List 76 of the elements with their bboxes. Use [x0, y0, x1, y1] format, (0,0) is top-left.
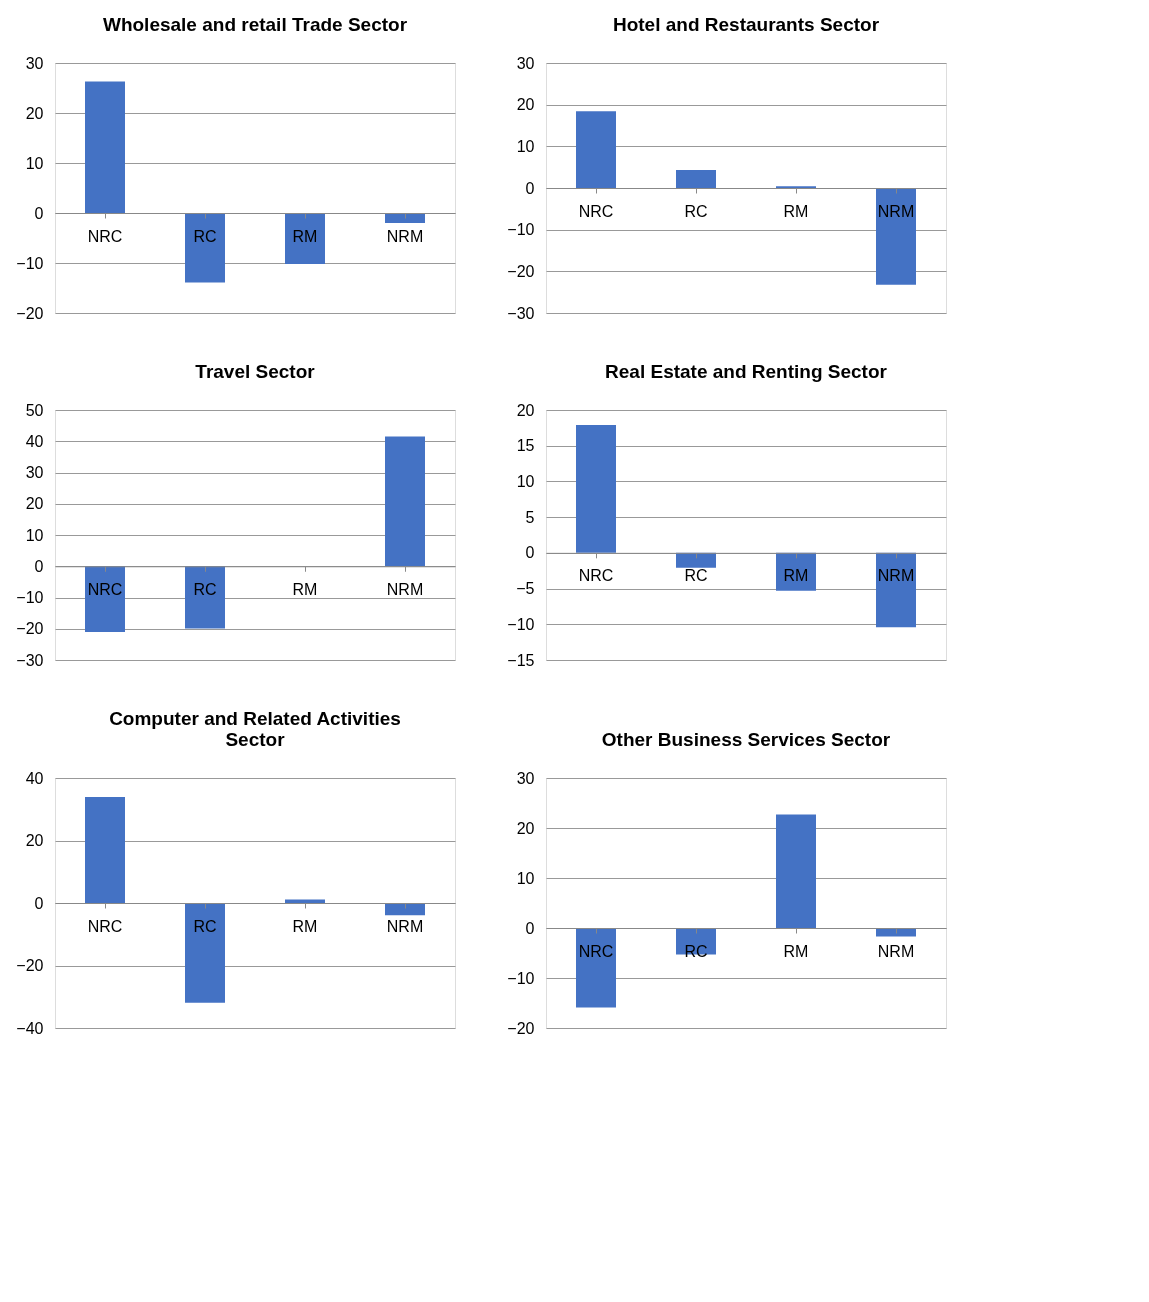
bar	[85, 797, 125, 903]
x-tick-label: NRM	[877, 202, 915, 220]
y-tick-label: 20	[25, 495, 44, 513]
x-tick-label: RC	[193, 227, 217, 245]
y-tick-label: 20	[516, 96, 535, 114]
y-tick-label: 30	[516, 769, 535, 787]
y-tick-label: 10	[516, 472, 535, 490]
chart-title: Other Business Services Sector	[601, 729, 891, 750]
bar	[676, 170, 716, 188]
x-tick-label: NRC	[87, 227, 123, 245]
x-tick-label: NRC	[87, 580, 123, 598]
x-tick-label: NRC	[578, 942, 614, 960]
x-tick-label: RC	[684, 202, 708, 220]
x-tick-label: NRC	[578, 567, 614, 585]
y-tick-label: 40	[25, 769, 44, 787]
y-tick-label: −10	[16, 589, 44, 606]
x-tick-label: RM	[292, 580, 318, 598]
y-tick-label: 15	[516, 437, 535, 455]
x-tick-label: RC	[684, 567, 708, 585]
y-tick-label: 0	[34, 204, 44, 222]
x-tick-label: NRM	[877, 942, 915, 960]
y-tick-label: 10	[516, 137, 535, 155]
x-tick-label: RC	[193, 580, 217, 598]
y-tick-label: −40	[16, 1019, 44, 1037]
y-tick-label: −20	[507, 1019, 535, 1037]
y-tick-label: 10	[516, 869, 535, 887]
y-tick-label: −15	[507, 651, 535, 669]
y-tick-label: −5	[516, 580, 535, 598]
y-tick-label: 20	[516, 401, 535, 419]
y-tick-label: 30	[25, 54, 44, 72]
y-tick-label: −20	[16, 304, 44, 322]
x-tick-label: RM	[783, 202, 809, 220]
y-tick-label: 20	[25, 104, 44, 122]
x-tick-label: NRC	[578, 202, 614, 220]
y-tick-label: −30	[16, 651, 44, 669]
bar	[185, 903, 225, 1003]
bar	[385, 903, 425, 916]
y-tick-label: 20	[516, 819, 535, 837]
chart-title: Hotel and Restaurants Sector	[612, 14, 880, 35]
y-tick-label: 40	[25, 432, 44, 450]
y-tick-label: −20	[507, 262, 535, 280]
bar	[576, 111, 616, 188]
y-tick-label: −30	[507, 304, 535, 322]
x-tick-label: RM	[292, 917, 318, 935]
chart-title: Computer and Related Activities Sector	[109, 708, 401, 750]
x-tick-label: RC	[193, 917, 217, 935]
y-tick-label: 0	[525, 179, 535, 197]
y-tick-label: 0	[525, 544, 535, 562]
y-tick-label: −20	[16, 957, 44, 974]
y-tick-label: 0	[34, 894, 44, 912]
x-tick-label: NRM	[386, 580, 424, 598]
x-tick-label: NRC	[87, 917, 123, 935]
bar	[876, 188, 916, 285]
y-tick-label: −10	[507, 615, 535, 633]
chart-title: Real Estate and Renting Sector	[605, 361, 888, 382]
y-tick-label: 5	[525, 508, 535, 526]
x-tick-label: RM	[292, 227, 318, 245]
y-tick-label: 30	[516, 54, 535, 72]
y-tick-label: −10	[16, 254, 44, 272]
y-tick-label: 10	[25, 526, 44, 544]
chart-title: Wholesale and retail Trade Sector	[102, 14, 408, 35]
y-tick-label: 10	[25, 154, 44, 172]
x-tick-label: NRM	[877, 567, 915, 585]
x-tick-label: NRM	[386, 227, 424, 245]
y-tick-label: −10	[507, 969, 535, 987]
y-tick-label: 20	[25, 832, 44, 849]
y-tick-label: −20	[16, 620, 44, 638]
y-tick-label: 50	[25, 401, 44, 419]
chart-title: Travel Sector	[195, 361, 316, 382]
x-tick-label: NRM	[386, 917, 424, 935]
y-tick-label: 0	[34, 557, 44, 575]
x-tick-label: RM	[783, 567, 809, 585]
y-tick-label: 30	[25, 464, 44, 481]
y-tick-label: 0	[525, 919, 535, 937]
x-tick-label: RM	[783, 942, 809, 960]
y-tick-label: −10	[507, 221, 535, 239]
